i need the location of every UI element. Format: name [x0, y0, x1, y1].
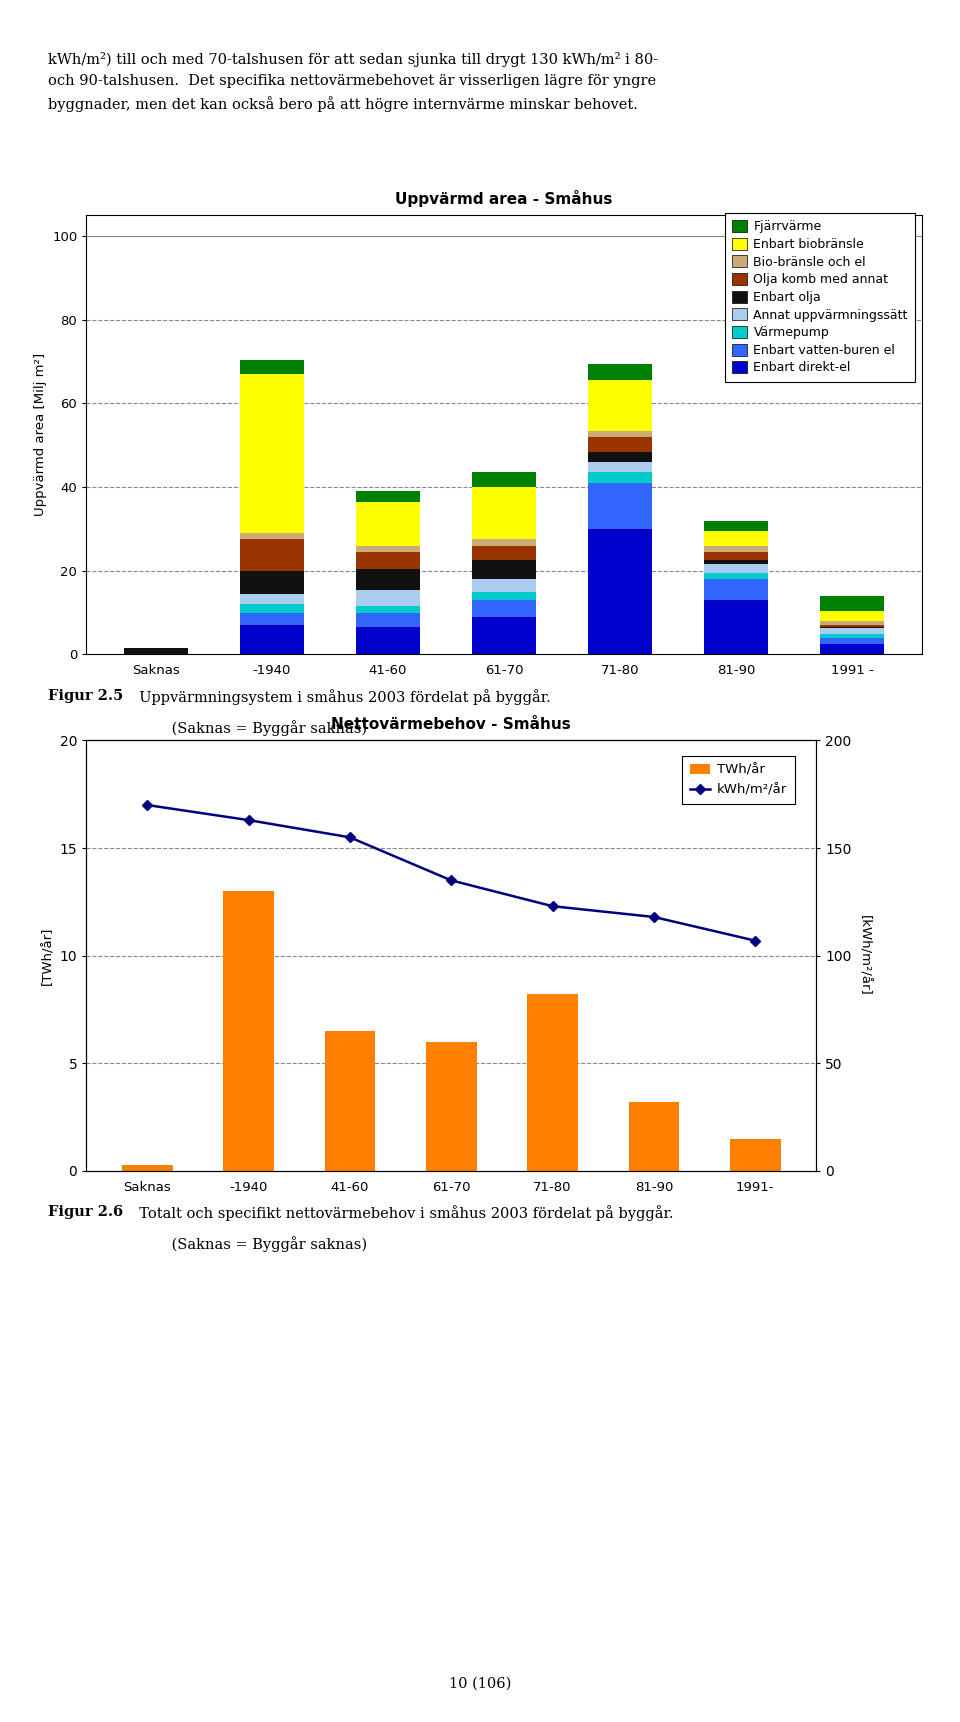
Bar [356, 613, 420, 627]
Bar [704, 573, 768, 579]
Bar [472, 487, 536, 539]
Title: Nettovärmebehov - Småhus: Nettovärmebehov - Småhus [331, 718, 571, 732]
Bar [356, 546, 420, 551]
Bar [324, 1031, 375, 1171]
Bar [356, 568, 420, 589]
Text: Figur 2.5: Figur 2.5 [48, 689, 123, 703]
Bar [820, 611, 884, 622]
Bar [588, 472, 652, 482]
Text: Figur 2.6: Figur 2.6 [48, 1205, 123, 1219]
Bar [704, 546, 768, 551]
Text: kWh/m²) till och med 70-talshusen för att sedan sjunka till drygt 130 kWh/m² i 8: kWh/m²) till och med 70-talshusen för at… [48, 52, 659, 67]
Title: Uppvärmd area - Småhus: Uppvärmd area - Småhus [396, 189, 612, 207]
Bar [472, 616, 536, 654]
Bar [240, 604, 304, 613]
Bar [356, 627, 420, 654]
Bar [704, 565, 768, 573]
Bar [588, 529, 652, 654]
Bar [704, 579, 768, 599]
Bar [588, 482, 652, 529]
Bar [704, 530, 768, 546]
Bar [124, 647, 188, 654]
Bar [629, 1102, 679, 1171]
Text: (Saknas = Byggår saknas): (Saknas = Byggår saknas) [130, 1236, 367, 1252]
Bar [240, 613, 304, 625]
Bar [472, 599, 536, 616]
Y-axis label: [kWh/m²/år]: [kWh/m²/år] [858, 916, 871, 995]
Bar [472, 579, 536, 592]
Bar [240, 360, 304, 374]
Bar [527, 995, 578, 1171]
Bar [240, 374, 304, 534]
Bar [820, 634, 884, 637]
Bar [472, 546, 536, 560]
Bar [820, 596, 884, 611]
Bar [122, 1164, 173, 1171]
Bar [356, 501, 420, 546]
Bar [820, 637, 884, 644]
Bar [704, 551, 768, 560]
Bar [588, 381, 652, 430]
Bar [588, 451, 652, 461]
Bar [356, 606, 420, 613]
Bar [356, 589, 420, 606]
Bar [240, 625, 304, 654]
Bar [240, 570, 304, 594]
Text: byggnader, men det kan också bero på att högre internvärme minskar behovet.: byggnader, men det kan också bero på att… [48, 96, 637, 112]
Bar [356, 491, 420, 501]
Text: 10 (106): 10 (106) [449, 1677, 511, 1691]
Bar [704, 599, 768, 654]
Bar [588, 461, 652, 472]
Bar [704, 560, 768, 565]
Bar [356, 551, 420, 568]
Bar [240, 594, 304, 604]
Bar [472, 539, 536, 546]
Text: Totalt och specifikt nettovärmebehov i småhus 2003 fördelat på byggår.: Totalt och specifikt nettovärmebehov i s… [130, 1205, 673, 1221]
Bar [588, 437, 652, 451]
Bar [820, 629, 884, 634]
Bar [730, 1138, 780, 1171]
Bar [426, 1042, 476, 1171]
Bar [240, 539, 304, 570]
Bar [472, 560, 536, 579]
Bar [472, 592, 536, 599]
Bar [704, 520, 768, 530]
Bar [820, 644, 884, 654]
Y-axis label: [TWh/år]: [TWh/år] [41, 926, 54, 985]
Bar [588, 363, 652, 381]
Text: och 90-talshusen.  Det specifika nettovärmebehovet är visserligen lägre för yngr: och 90-talshusen. Det specifika nettovär… [48, 74, 656, 88]
Bar [820, 622, 884, 625]
Bar [240, 534, 304, 539]
Legend: Fjärrvärme, Enbart biobränsle, Bio-bränsle och el, Olja komb med annat, Enbart o: Fjärrvärme, Enbart biobränsle, Bio-bräns… [725, 214, 915, 382]
Bar [472, 472, 536, 487]
Text: (Saknas = Byggår saknas): (Saknas = Byggår saknas) [130, 720, 367, 735]
Bar [588, 430, 652, 437]
Bar [820, 625, 884, 627]
Y-axis label: Uppvärmd area [Milj m²]: Uppvärmd area [Milj m²] [34, 353, 47, 517]
Bar [223, 892, 274, 1171]
Legend: TWh/år, kWh/m²/år: TWh/år, kWh/m²/år [683, 756, 795, 804]
Text: Uppvärmningsystem i småhus 2003 fördelat på byggår.: Uppvärmningsystem i småhus 2003 fördelat… [130, 689, 550, 704]
